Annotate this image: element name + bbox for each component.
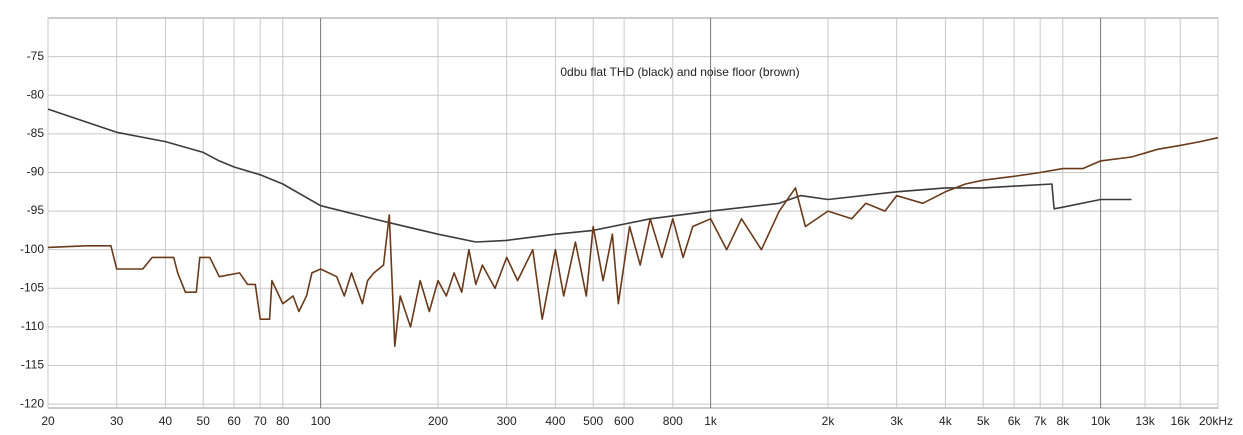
y-tick-label: -120: [20, 396, 44, 410]
plot-area: [47, 17, 1219, 409]
x-tick-label: 30: [110, 414, 124, 428]
y-tick-label: -85: [27, 126, 45, 140]
x-tick-label: 80: [276, 414, 290, 428]
y-tick-label: -110: [21, 319, 44, 333]
x-tick-label: 70: [254, 414, 268, 428]
x-tick-label: 10k: [1091, 414, 1111, 428]
chart-title: 0dbu flat THD (black) and noise floor (b…: [560, 65, 799, 79]
x-tick-label: 600: [614, 414, 634, 428]
x-tick-label: 400: [545, 414, 565, 428]
y-tick-label: -95: [27, 203, 45, 217]
x-tick-label: 300: [497, 414, 517, 428]
x-tick-label: 8k: [1056, 414, 1070, 428]
data-line: [47, 108, 1132, 243]
x-tick-label: 4k: [939, 414, 953, 428]
x-tick-label: 100: [311, 414, 331, 428]
x-tick-label: 60: [227, 414, 241, 428]
x-tick-label: 7k: [1034, 414, 1048, 428]
y-tick-label: -115: [21, 358, 44, 372]
x-tick-label: 200: [428, 414, 448, 428]
x-tick-label: 6k: [1008, 414, 1022, 428]
x-tick-label: 800: [663, 414, 683, 428]
y-tick-label: -80: [27, 87, 45, 101]
x-tick-label: 40: [159, 414, 173, 428]
data-line: [47, 136, 1219, 347]
x-tick-label: 20kHz: [1199, 414, 1233, 428]
x-tick-label: 16k: [1171, 414, 1191, 428]
x-tick-label: 2k: [822, 414, 836, 428]
x-tick-label: 1k: [704, 414, 718, 428]
y-tick-label: -90: [27, 165, 45, 179]
x-tick-label: 20: [41, 414, 55, 428]
x-tick-label: 5k: [977, 414, 991, 428]
y-tick-label: -75: [27, 49, 45, 63]
x-tick-label: 500: [583, 414, 603, 428]
x-tick-label: 50: [197, 414, 211, 428]
x-tick-label: 3k: [890, 414, 904, 428]
y-tick-label: -100: [20, 242, 44, 256]
x-tick-label: 13k: [1135, 414, 1155, 428]
y-tick-label: -105: [20, 280, 44, 294]
